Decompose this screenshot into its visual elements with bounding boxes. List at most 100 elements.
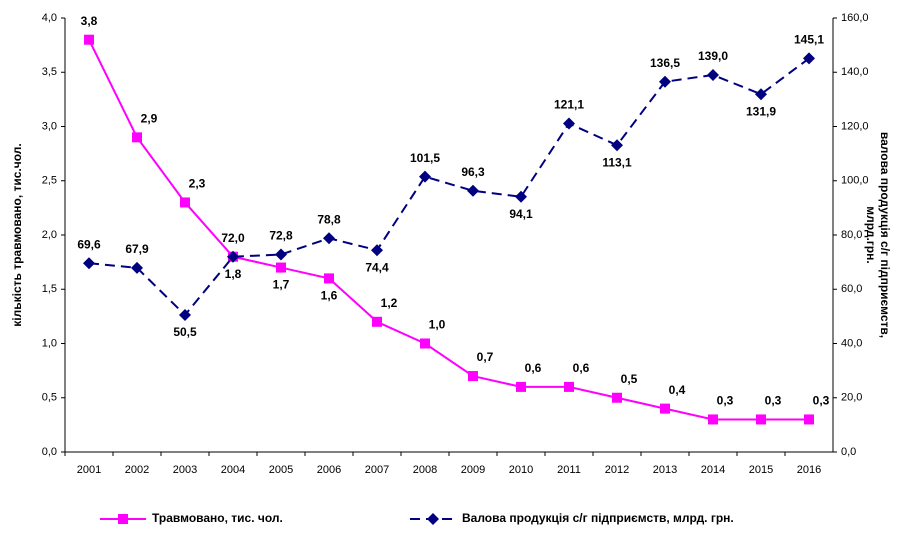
marker (516, 381, 526, 392)
data-label: 67,9 (125, 242, 149, 256)
marker (180, 197, 190, 208)
x-tick-label: 2002 (125, 464, 149, 476)
marker (420, 338, 430, 349)
x-tick-label: 2001 (77, 464, 101, 476)
data-label: 139,0 (698, 49, 728, 63)
data-label: 0,4 (669, 383, 686, 397)
data-label: 1,6 (321, 289, 338, 303)
x-tick-label: 2007 (365, 464, 389, 476)
data-label: 1,0 (429, 318, 446, 332)
data-label: 113,1 (602, 155, 632, 169)
legend-label: Травмовано, тис. чол. (152, 511, 283, 525)
y-tick-label: 1,5 (42, 283, 57, 295)
marker (803, 52, 815, 65)
y2-tick-label: 80,0 (841, 229, 862, 241)
x-tick-label: 2012 (605, 464, 629, 476)
y-tick-label: 1,0 (42, 337, 57, 349)
marker (468, 371, 478, 382)
data-label: 2,9 (141, 112, 158, 126)
marker (756, 414, 766, 425)
marker (371, 244, 383, 257)
data-label: 78,8 (317, 212, 341, 226)
x-tick-label: 2004 (221, 464, 245, 476)
y-tick-label: 3,5 (42, 66, 57, 78)
y2-tick-label: 60,0 (841, 283, 862, 295)
y-tick-label: 4,0 (42, 12, 57, 24)
marker (804, 414, 814, 425)
data-label: 101,5 (410, 151, 440, 165)
marker (707, 68, 719, 81)
y2-axis-label: валова продукція с/г підприємств, (878, 132, 892, 338)
marker (612, 392, 622, 403)
x-tick-label: 2015 (749, 464, 773, 476)
data-label: 0,3 (765, 394, 782, 408)
data-label: 50,5 (173, 325, 197, 339)
marker (131, 261, 143, 274)
y2-tick-label: 160,0 (841, 12, 869, 24)
data-label: 0,6 (573, 361, 590, 375)
x-tick-label: 2011 (557, 464, 581, 476)
y-tick-label: 0,0 (42, 446, 57, 458)
data-label: 145,1 (794, 33, 824, 47)
data-label: 1,2 (381, 296, 398, 310)
y2-tick-label: 40,0 (841, 337, 862, 349)
data-label: 131,9 (746, 104, 776, 118)
data-label: 72,8 (269, 229, 293, 243)
y-tick-label: 0,5 (42, 392, 57, 404)
marker (660, 403, 670, 414)
marker (324, 273, 334, 284)
marker (611, 139, 623, 152)
y2-tick-label: 120,0 (841, 120, 869, 132)
marker (83, 257, 95, 270)
data-label: 2,3 (189, 177, 206, 191)
marker (276, 262, 286, 273)
marker (708, 414, 718, 425)
marker (179, 309, 191, 322)
marker (227, 250, 239, 263)
data-label: 3,8 (81, 14, 98, 28)
y2-tick-label: 140,0 (841, 66, 869, 78)
x-tick-label: 2009 (461, 464, 485, 476)
data-label: 0,7 (477, 350, 494, 364)
y2-tick-label: 20,0 (841, 392, 862, 404)
data-label: 96,3 (461, 165, 485, 179)
data-label: 94,1 (509, 207, 533, 221)
x-tick-label: 2008 (413, 464, 437, 476)
marker (372, 316, 382, 327)
y2-tick-label: 0,0 (841, 446, 856, 458)
y-tick-label: 2,0 (42, 229, 57, 241)
data-label: 0,6 (525, 361, 542, 375)
x-tick-label: 2003 (173, 464, 197, 476)
data-label: 74,4 (365, 260, 389, 274)
y2-axis-label: млрд.грн. (864, 206, 878, 263)
y-tick-label: 3,0 (42, 120, 57, 132)
x-tick-label: 2005 (269, 464, 293, 476)
data-label: 121,1 (554, 98, 584, 112)
legend-marker (427, 513, 439, 525)
x-tick-label: 2010 (509, 464, 533, 476)
data-label: 69,6 (77, 237, 101, 251)
x-tick-label: 2014 (701, 464, 725, 476)
x-tick-label: 2006 (317, 464, 341, 476)
data-label: 136,5 (650, 56, 680, 70)
marker (467, 184, 479, 197)
marker (419, 170, 431, 183)
marker (755, 88, 767, 101)
data-label: 0,3 (813, 394, 830, 408)
data-label: 1,7 (273, 278, 290, 292)
marker (323, 232, 335, 245)
legend-marker (118, 514, 128, 524)
marker (563, 117, 575, 130)
marker (515, 190, 527, 203)
y2-tick-label: 100,0 (841, 175, 869, 187)
data-label: 0,5 (621, 372, 638, 386)
series-line (88, 57, 810, 317)
series-line (88, 39, 809, 421)
marker (659, 75, 671, 88)
data-label: 72,0 (221, 231, 245, 245)
marker (275, 248, 287, 261)
data-label: 1,8 (225, 267, 242, 281)
marker (132, 132, 142, 143)
x-tick-label: 2016 (797, 464, 821, 476)
